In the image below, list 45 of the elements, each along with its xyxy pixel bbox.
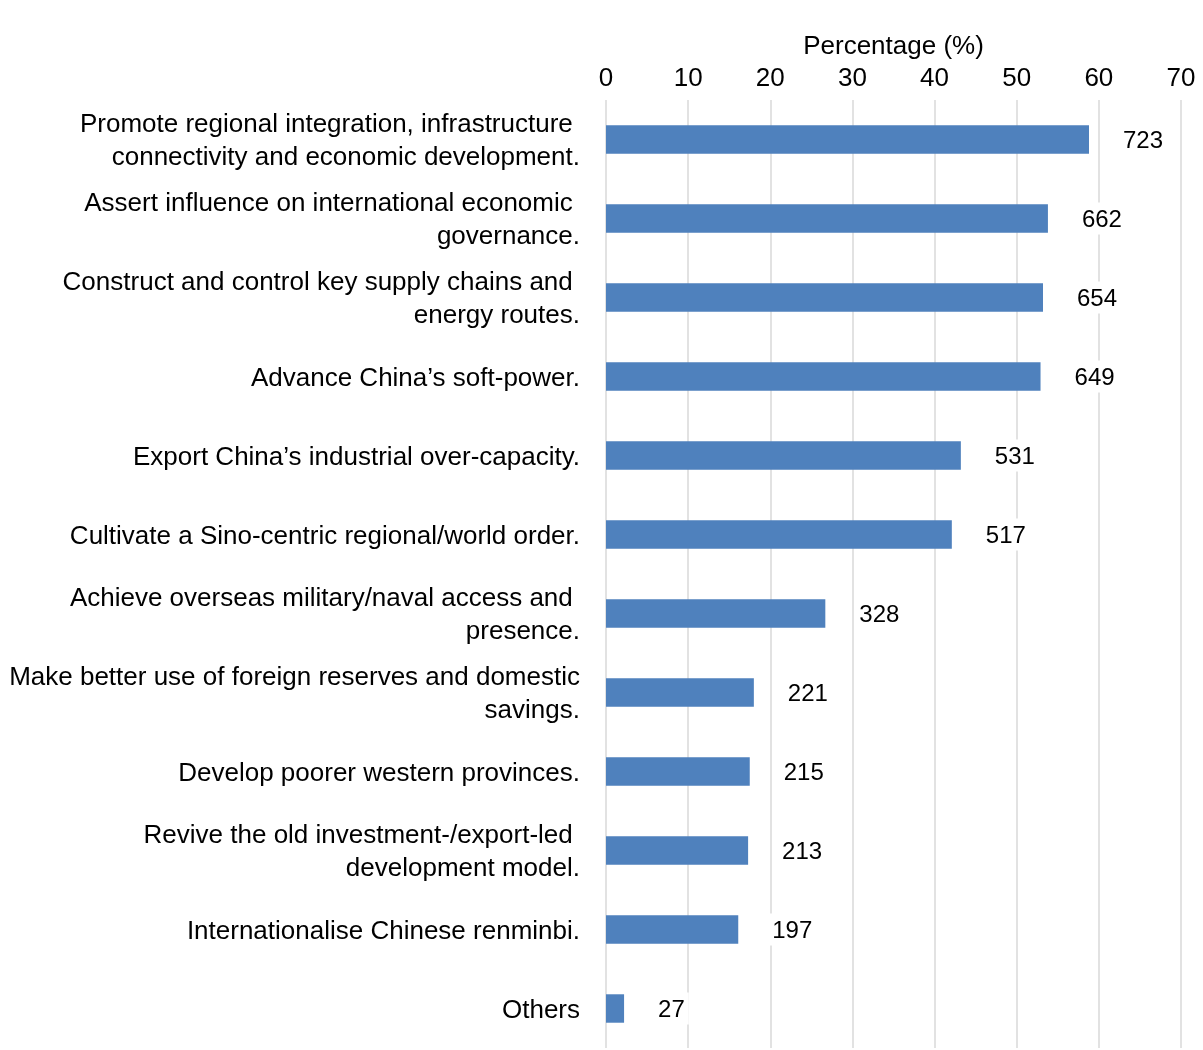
annotation: 27 bbox=[658, 995, 685, 1022]
y-tick-label: Assert influence on international economic governance. bbox=[84, 187, 580, 250]
y-tick-label: Promote regional integration, infrastructure connectivity and economic development. bbox=[79, 108, 580, 171]
y-tick-label: Revive the old investment-/export-led development model. bbox=[143, 819, 580, 882]
x-tick-label: 60 bbox=[1084, 62, 1114, 92]
x-tick-label: 30 bbox=[837, 62, 867, 92]
bar bbox=[606, 283, 1043, 312]
bar bbox=[606, 599, 826, 628]
bar bbox=[606, 520, 952, 549]
annotation: 654 bbox=[1077, 284, 1118, 311]
y-tick-label: Advance China’s soft-power. bbox=[250, 361, 580, 392]
bar bbox=[606, 362, 1041, 391]
annotation: 328 bbox=[859, 600, 900, 627]
annotation: 649 bbox=[1074, 363, 1115, 390]
y-tick-label: Others bbox=[501, 993, 580, 1024]
x-tick-label: 10 bbox=[673, 62, 703, 92]
annotation: 197 bbox=[772, 916, 813, 943]
bar bbox=[606, 125, 1089, 154]
y-tick-label: Internationalise Chinese renminbi. bbox=[186, 914, 580, 945]
x-tick-label: 70 bbox=[1166, 62, 1196, 92]
y-tick-label: Construct and control key supply chains and energy routes. bbox=[62, 266, 580, 329]
x-tick-label: 40 bbox=[920, 62, 950, 92]
x-tick-label: 50 bbox=[1002, 62, 1032, 92]
annotation: 662 bbox=[1081, 205, 1122, 232]
bar bbox=[606, 678, 754, 707]
bar bbox=[606, 204, 1048, 233]
annotation: 531 bbox=[994, 442, 1035, 469]
annotation: 723 bbox=[1123, 126, 1164, 153]
bar bbox=[606, 441, 961, 470]
annotation: 215 bbox=[783, 758, 824, 785]
annotation: 213 bbox=[782, 837, 823, 864]
y-tick-label: Achieve overseas military/naval access and presence. bbox=[69, 582, 580, 645]
annotation: 221 bbox=[787, 679, 828, 706]
bar bbox=[606, 915, 739, 944]
bar bbox=[606, 757, 750, 786]
y-tick-label: Cultivate a Sino-centric regional/world order. bbox=[69, 519, 580, 550]
annotation: 517 bbox=[985, 521, 1026, 548]
y-tick-label: Make better use of foreign reserves and domestic savings. bbox=[9, 661, 580, 724]
y-tick-label: Develop poorer western provinces. bbox=[178, 756, 580, 787]
x-tick-label: 20 bbox=[755, 62, 785, 92]
x-tick-label: 0 bbox=[598, 62, 614, 92]
bar bbox=[606, 994, 625, 1023]
bar bbox=[606, 836, 749, 865]
y-tick-label: Export China’s industrial over-capacity. bbox=[132, 440, 580, 471]
x-axis-title: Percentage (%) bbox=[803, 30, 984, 60]
